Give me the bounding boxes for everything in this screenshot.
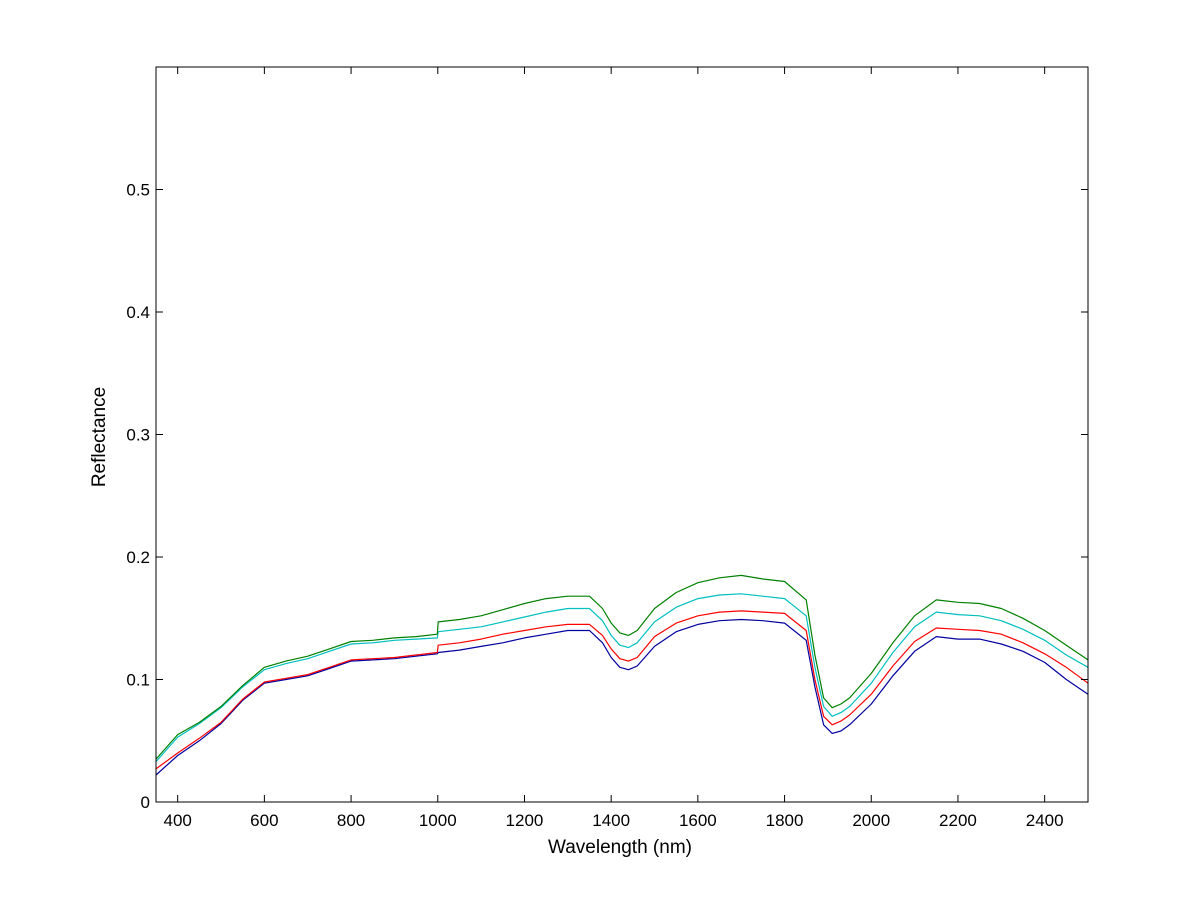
tick-layer: 400 600 800 1000 1200 1400 1600 1800 2000 2200 240…: [126, 67, 1088, 830]
x-tick-label: 800: [337, 811, 365, 830]
x-tick-label: 2400: [1026, 811, 1064, 830]
y-tick-label: 0.1: [126, 671, 150, 690]
x-tick-label: 1800: [766, 811, 804, 830]
series-layer: [155, 574, 1089, 776]
x-tick-label: 2200: [939, 811, 977, 830]
series-line-2: [155, 593, 1089, 762]
x-tick-label: 1200: [506, 811, 544, 830]
y-tick-label: 0.4: [126, 303, 150, 322]
series-line-3: [155, 610, 1089, 770]
x-axis-label: Wavelength (nm): [548, 837, 692, 858]
y-tick-label: 0.2: [126, 548, 150, 567]
x-tick-label: 1600: [679, 811, 717, 830]
x-tick-label: 1400: [592, 811, 630, 830]
x-tick-label: 2000: [852, 811, 890, 830]
x-tick-label: 1000: [419, 811, 457, 830]
y-tick-label: 0.5: [126, 181, 150, 200]
x-tick-label: 400: [163, 811, 191, 830]
y-tick-label: 0: [141, 793, 150, 812]
x-tick-label: 600: [250, 811, 278, 830]
series-line-4: [155, 618, 1089, 776]
y-tick-label: 0.3: [126, 426, 150, 445]
y-axis-label: Reflectance: [89, 387, 110, 487]
series-line-1: [155, 574, 1089, 760]
